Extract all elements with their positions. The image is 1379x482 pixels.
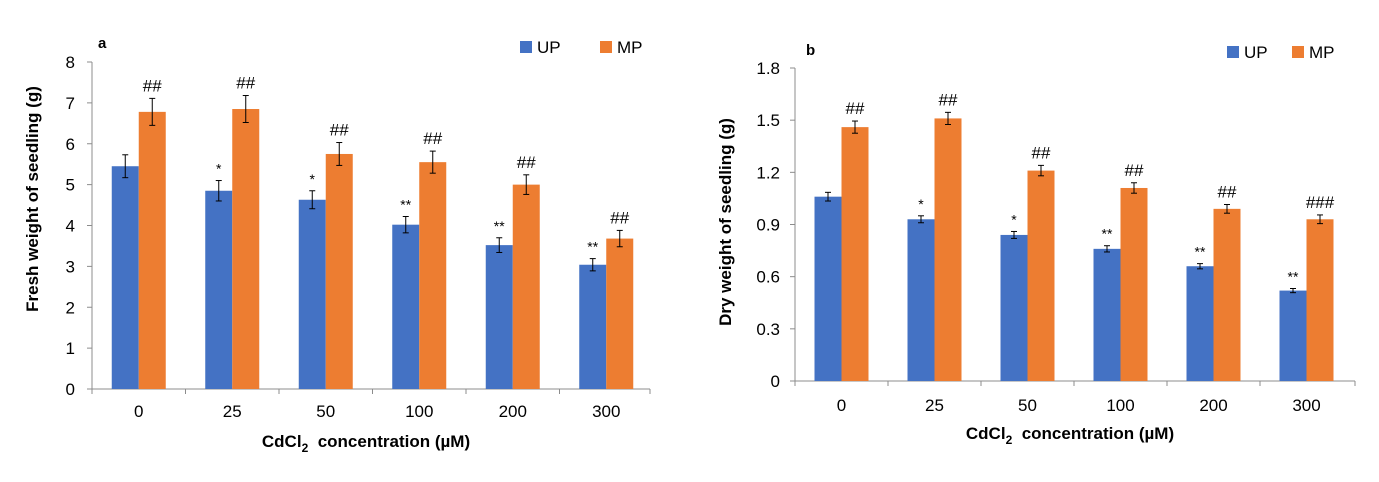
significance-label: * <box>310 171 316 187</box>
y-tick-label: 0.3 <box>756 320 780 339</box>
bar-up <box>298 199 326 389</box>
significance-label: ## <box>1218 183 1237 202</box>
bar-up <box>111 166 139 389</box>
panel-label: a <box>98 35 107 52</box>
significance-label: * <box>918 196 924 212</box>
bar-mp <box>419 162 447 389</box>
legend-swatch-mp <box>600 41 612 53</box>
legend-swatch-up <box>1227 46 1239 58</box>
y-tick-label: 3 <box>66 257 75 276</box>
bar-mp <box>1027 170 1055 381</box>
bar-up <box>1000 234 1028 381</box>
significance-label: ## <box>610 208 629 227</box>
significance-label: ** <box>1195 244 1206 260</box>
legend-label-up: UP <box>537 38 561 57</box>
y-tick-label: 1 <box>66 339 75 358</box>
significance-label: * <box>1011 211 1017 227</box>
x-tick-label: 0 <box>134 402 143 421</box>
y-axis-title: Fresh weight of seedling (g) <box>23 86 42 312</box>
y-tick-label: 0 <box>771 372 780 391</box>
y-tick-label: 5 <box>66 176 75 195</box>
bar-mp <box>1306 219 1334 381</box>
legend-label-mp: MP <box>1309 43 1335 62</box>
x-tick-label: 25 <box>925 396 944 415</box>
bar-mp <box>606 238 634 389</box>
significance-label: ## <box>423 129 442 148</box>
significance-label: ** <box>1102 226 1113 242</box>
legend-swatch-up <box>520 41 532 53</box>
bar-mp <box>232 109 260 389</box>
significance-label: ** <box>400 197 411 213</box>
significance-label: ## <box>1032 143 1051 162</box>
y-tick-label: 0 <box>66 380 75 399</box>
x-tick-label: 200 <box>1199 396 1227 415</box>
chart-panel-a: a UP MP Fresh weight of seedling (g) CdC… <box>23 35 651 455</box>
chart-panel-b: b UP MP Dry weight of seedling (g) CdCl2… <box>716 42 1356 447</box>
bar-mp <box>512 184 540 389</box>
significance-label: * <box>216 161 222 177</box>
significance-label: ## <box>939 90 958 109</box>
legend-label-mp: MP <box>617 38 643 57</box>
y-tick-label: 0.9 <box>756 216 780 235</box>
legend: UP MP <box>1227 43 1335 62</box>
x-tick-label: 100 <box>405 402 433 421</box>
panel-label: b <box>806 42 815 59</box>
significance-label: ## <box>1125 161 1144 180</box>
bar-mp <box>1120 187 1148 381</box>
y-axis-title: Dry weight of seedling (g) <box>716 118 735 326</box>
y-tick-label: 1.8 <box>756 59 780 78</box>
legend: UP MP <box>520 38 643 57</box>
x-tick-label: 200 <box>499 402 527 421</box>
y-tick-label: 0.6 <box>756 268 780 287</box>
y-tick-label: 7 <box>66 94 75 113</box>
bar-up <box>1093 248 1121 381</box>
significance-label: ** <box>587 239 598 255</box>
significance-label: ### <box>1306 193 1335 212</box>
bar-up <box>485 245 513 389</box>
significance-label: ## <box>143 76 162 95</box>
significance-label: ## <box>330 121 349 140</box>
significance-label: ## <box>846 99 865 118</box>
y-tick-label: 1.5 <box>756 111 780 130</box>
x-tick-label: 100 <box>1106 396 1134 415</box>
bar-mp <box>1213 208 1241 381</box>
significance-label: ## <box>517 153 536 172</box>
bar-up <box>1279 290 1307 381</box>
x-axis-title: CdCl2 concentration (µM) <box>262 432 470 455</box>
bar-mp <box>934 118 962 381</box>
x-tick-label: 300 <box>1292 396 1320 415</box>
significance-label: ** <box>494 218 505 234</box>
x-tick-label: 0 <box>837 396 846 415</box>
bar-up <box>579 264 607 389</box>
bar-mp <box>841 127 869 381</box>
x-tick-label: 300 <box>592 402 620 421</box>
y-tick-label: 8 <box>66 53 75 72</box>
bar-mp <box>325 153 353 389</box>
bar-up <box>907 219 935 381</box>
y-tick-label: 6 <box>66 135 75 154</box>
x-tick-label: 50 <box>316 402 335 421</box>
bar-mp <box>138 111 166 390</box>
x-axis-title: CdCl2 concentration (µM) <box>966 424 1174 447</box>
significance-label: ** <box>1288 268 1299 284</box>
y-tick-label: 2 <box>66 298 75 317</box>
x-tick-label: 25 <box>223 402 242 421</box>
y-tick-label: 4 <box>66 217 75 236</box>
bar-up <box>814 196 842 381</box>
bar-up <box>1186 266 1214 381</box>
y-tick-label: 1.2 <box>756 163 780 182</box>
legend-swatch-mp <box>1292 46 1304 58</box>
significance-label: ## <box>236 74 255 93</box>
bar-up <box>392 224 420 389</box>
bar-up <box>205 190 233 389</box>
legend-label-up: UP <box>1244 43 1268 62</box>
x-tick-label: 50 <box>1018 396 1037 415</box>
